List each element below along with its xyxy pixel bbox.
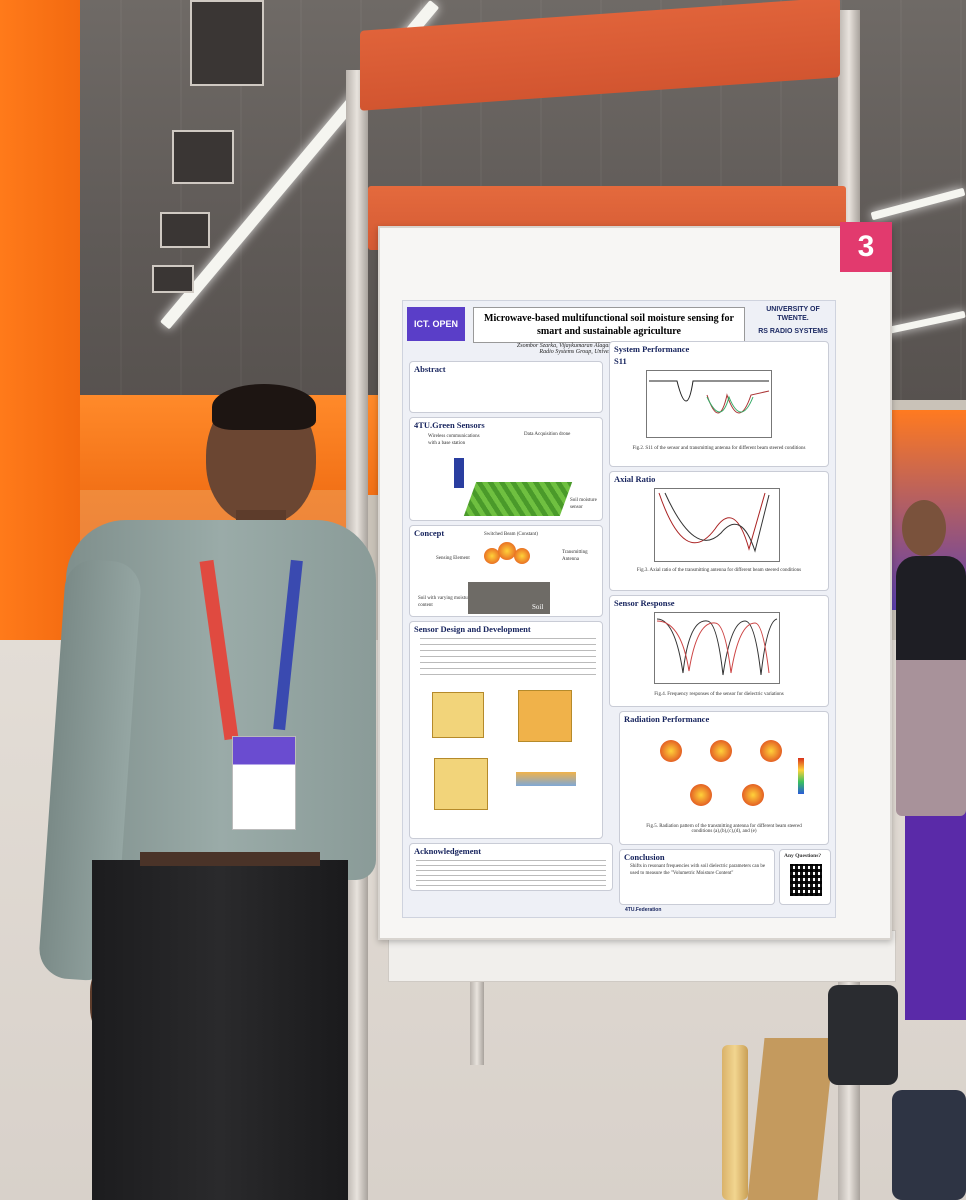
acknowledgement-panel: Acknowledgement xyxy=(409,843,613,891)
concept-panel: Concept Switched Beam (Constant) Sensing… xyxy=(409,525,603,617)
antenna-layout-b xyxy=(518,690,572,742)
s11-curves xyxy=(649,380,770,414)
bag xyxy=(892,1090,966,1200)
presenter-hair xyxy=(212,384,316,430)
ceiling-vent xyxy=(172,130,234,184)
radiation-pattern-d xyxy=(690,784,712,806)
qr-code xyxy=(790,864,822,896)
name-badge xyxy=(232,736,296,830)
design-panel: Sensor Design and Development xyxy=(409,621,603,839)
antenna-layout-c xyxy=(434,758,488,810)
bag xyxy=(828,985,898,1085)
ceiling-vent xyxy=(190,0,264,86)
poster-number: 3 xyxy=(840,222,892,272)
radiation-lobe-icon xyxy=(484,548,500,564)
radiation-lobe-icon xyxy=(514,548,530,564)
poster: 3 ICT. OPEN Microwave-based multifunctio… xyxy=(378,222,892,940)
axial-ratio-curves xyxy=(658,492,770,553)
radiation-pattern-b xyxy=(710,740,732,762)
design-text-block xyxy=(420,638,596,678)
green-sensors-panel: 4TU.Green Sensors Wireless communication… xyxy=(409,417,603,521)
presenter-belt xyxy=(140,852,320,866)
university-logo: UNIVERSITY OF TWENTE. RS RADIO SYSTEMS xyxy=(758,306,828,335)
attendee-head xyxy=(902,500,946,556)
axial-ratio-plot xyxy=(654,488,780,562)
antenna-layout-a xyxy=(432,692,484,738)
antenna-layout-d xyxy=(516,772,576,786)
sensor-response-curves xyxy=(656,618,778,676)
radiation-pattern-c xyxy=(760,740,782,762)
s11-plot xyxy=(646,370,772,438)
antenna-tower-icon xyxy=(454,458,464,488)
sensor-response-plot xyxy=(654,612,780,684)
radiation-pattern-e xyxy=(742,784,764,806)
sensor-response-panel: Sensor Response Fig.4. Frequency respons… xyxy=(609,595,829,707)
conclusion-panel: Conclusion Shifts in resonant frequencie… xyxy=(619,849,775,905)
radiation-lobe-icon xyxy=(498,542,516,560)
color-scale xyxy=(798,758,804,794)
radiation-performance-panel: Radiation Performance Fig.5. Radiation p… xyxy=(619,711,829,845)
footer-logos: 4TU.Federation xyxy=(625,907,662,913)
questions-panel: Any Questions? xyxy=(779,849,831,905)
field-graphic xyxy=(463,482,573,516)
purple-carpet xyxy=(905,780,966,1020)
abstract-panel: Abstract xyxy=(409,361,603,413)
stand-leg xyxy=(470,975,484,1065)
ceiling-vent xyxy=(152,265,194,293)
poster-title: Microwave-based multifunctional soil moi… xyxy=(473,307,745,343)
radiation-pattern-a xyxy=(660,740,682,762)
system-performance-panel: System Performance S11 Fig.2. S11 of the… xyxy=(609,341,829,467)
ceiling-vent xyxy=(160,212,210,248)
axial-ratio-panel: Axial Ratio Fig.3. Axial ratio of the tr… xyxy=(609,471,829,591)
soil-block xyxy=(468,582,550,614)
poster-tube xyxy=(722,1045,748,1200)
attendee-body xyxy=(896,556,966,816)
poster-content: ICT. OPEN Microwave-based multifunctiona… xyxy=(402,300,836,918)
ict-open-logo: ICT. OPEN xyxy=(407,307,465,341)
presenter-trousers xyxy=(92,860,348,1200)
